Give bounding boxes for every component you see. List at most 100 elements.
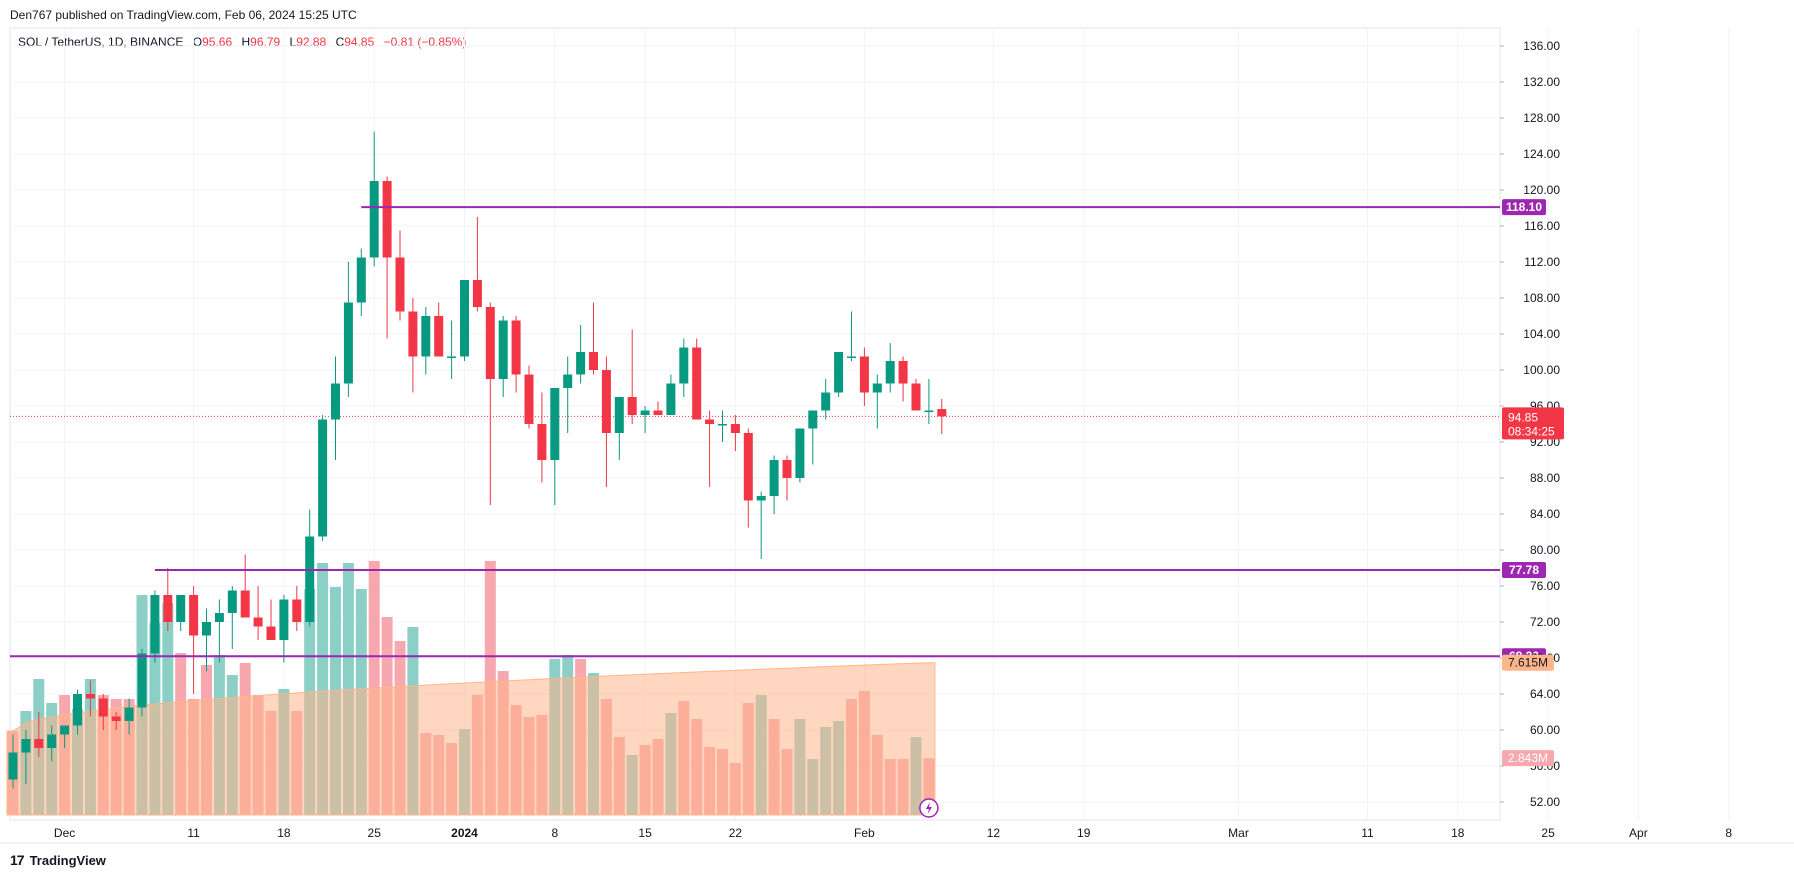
candle-body — [395, 257, 405, 312]
y-tick-label: 108.00 — [1523, 291, 1560, 305]
x-tick-label: Apr — [1629, 826, 1648, 840]
candle-body — [537, 424, 547, 460]
candles — [8, 131, 947, 818]
candle-body — [73, 694, 82, 726]
candle-body — [640, 410, 650, 415]
candle-body — [666, 383, 676, 415]
candle-body — [305, 536, 315, 622]
last-price-badge — [1502, 407, 1564, 440]
candle-body — [924, 410, 934, 412]
x-tick-label: 18 — [277, 826, 291, 840]
candle-body — [821, 392, 831, 411]
candle-body — [743, 433, 753, 501]
close-label: C — [335, 35, 345, 49]
candle-body — [460, 280, 469, 357]
candle-body — [318, 419, 328, 537]
volume-badge-label: 7.615M — [1508, 656, 1548, 670]
candle-body — [98, 698, 108, 717]
high-label: H — [241, 35, 251, 49]
x-tick-label: 12 — [987, 826, 1001, 840]
x-tick-label: 8 — [551, 826, 558, 840]
time-axis[interactable]: Dec 11 18 25 2024 8 15 22 Feb 12 19 Mar 11 18 25 Apr 8 — [54, 826, 1732, 840]
candle-body — [847, 356, 856, 358]
candle-body — [705, 419, 715, 424]
y-tick-label: 128.00 — [1523, 111, 1560, 125]
candle-body — [214, 613, 224, 622]
y-tick-label: 60.00 — [1530, 723, 1560, 737]
candle-body — [21, 739, 31, 753]
level-badge — [1502, 199, 1546, 216]
candle-body — [34, 739, 44, 748]
candle-body — [898, 361, 908, 384]
level-badge — [1502, 561, 1546, 578]
candle-body — [498, 320, 508, 379]
candle-body — [730, 424, 740, 433]
y-tick-label: 72.00 — [1530, 615, 1560, 629]
candle-body — [60, 725, 70, 735]
candle-body — [550, 388, 560, 460]
candle-body — [485, 307, 495, 379]
y-tick-label: 112.00 — [1524, 255, 1560, 269]
y-tick-label: 64.00 — [1530, 687, 1560, 701]
open-label: O — [192, 35, 203, 49]
candle-body — [614, 397, 624, 433]
candle-body — [834, 352, 844, 393]
candle-body — [240, 590, 250, 618]
volume-badge — [1502, 654, 1554, 671]
candle-body — [408, 311, 418, 357]
x-tick-label: Mar — [1228, 826, 1249, 840]
candle-body — [769, 460, 779, 496]
volume-bar — [317, 563, 329, 815]
lightning-glyph — [925, 802, 932, 814]
volume-badge-label: 2.843M — [1508, 751, 1548, 765]
x-tick-label: 11 — [1361, 826, 1374, 840]
candle-body — [756, 496, 766, 501]
candle-body — [795, 428, 805, 478]
candle-body — [808, 410, 818, 429]
candle-body — [137, 653, 147, 708]
candle-body — [679, 347, 689, 384]
y-tick-label: 84.00 — [1530, 507, 1560, 521]
y-tick-label: 116.00 — [1524, 219, 1560, 233]
y-tick-label: 124.00 — [1523, 147, 1560, 161]
candle-body — [885, 361, 895, 384]
price-axis[interactable]: 52.0056.0060.0064.0068.0072.0076.0080.00… — [1500, 39, 1564, 809]
candle-body — [163, 595, 173, 622]
candle-body — [85, 694, 95, 699]
tradingview-logo[interactable]: 17 TradingView — [10, 852, 106, 868]
candle-body — [421, 316, 431, 357]
y-tick-label: 132.00 — [1523, 75, 1560, 89]
candle-body — [524, 374, 534, 424]
candle-body — [111, 716, 121, 721]
candle-body — [589, 352, 598, 370]
y-tick-label: 136.00 — [1523, 39, 1560, 53]
candle-body — [627, 397, 637, 415]
candle-body — [447, 356, 457, 358]
candle-body — [253, 617, 263, 627]
candle-body — [227, 590, 237, 613]
candle-body — [718, 424, 727, 426]
candle-body — [563, 374, 573, 388]
candle-body — [369, 181, 379, 258]
x-tick-label: 8 — [1725, 826, 1732, 840]
x-tick-label: 25 — [1541, 826, 1555, 840]
candle-body — [782, 460, 792, 478]
candle-body — [266, 626, 276, 640]
x-tick-label: Feb — [854, 826, 875, 840]
x-tick-label: 25 — [368, 826, 382, 840]
countdown-label: 08:34:25 — [1508, 424, 1555, 438]
x-tick-label: 15 — [638, 826, 652, 840]
candle-body — [343, 302, 353, 384]
candle-body — [872, 383, 882, 393]
y-tick-label: 104.00 — [1523, 327, 1560, 341]
candle-body — [911, 383, 921, 411]
volume-ma-area — [6, 662, 936, 816]
candle-body — [859, 356, 869, 393]
level-badge-label: 77.78 — [1509, 563, 1539, 577]
publish-info: Den767 published on TradingView.com, Feb… — [10, 8, 357, 22]
y-tick-label: 120.00 — [1523, 183, 1560, 197]
candle-body — [937, 409, 947, 417]
candle-body — [472, 280, 482, 307]
